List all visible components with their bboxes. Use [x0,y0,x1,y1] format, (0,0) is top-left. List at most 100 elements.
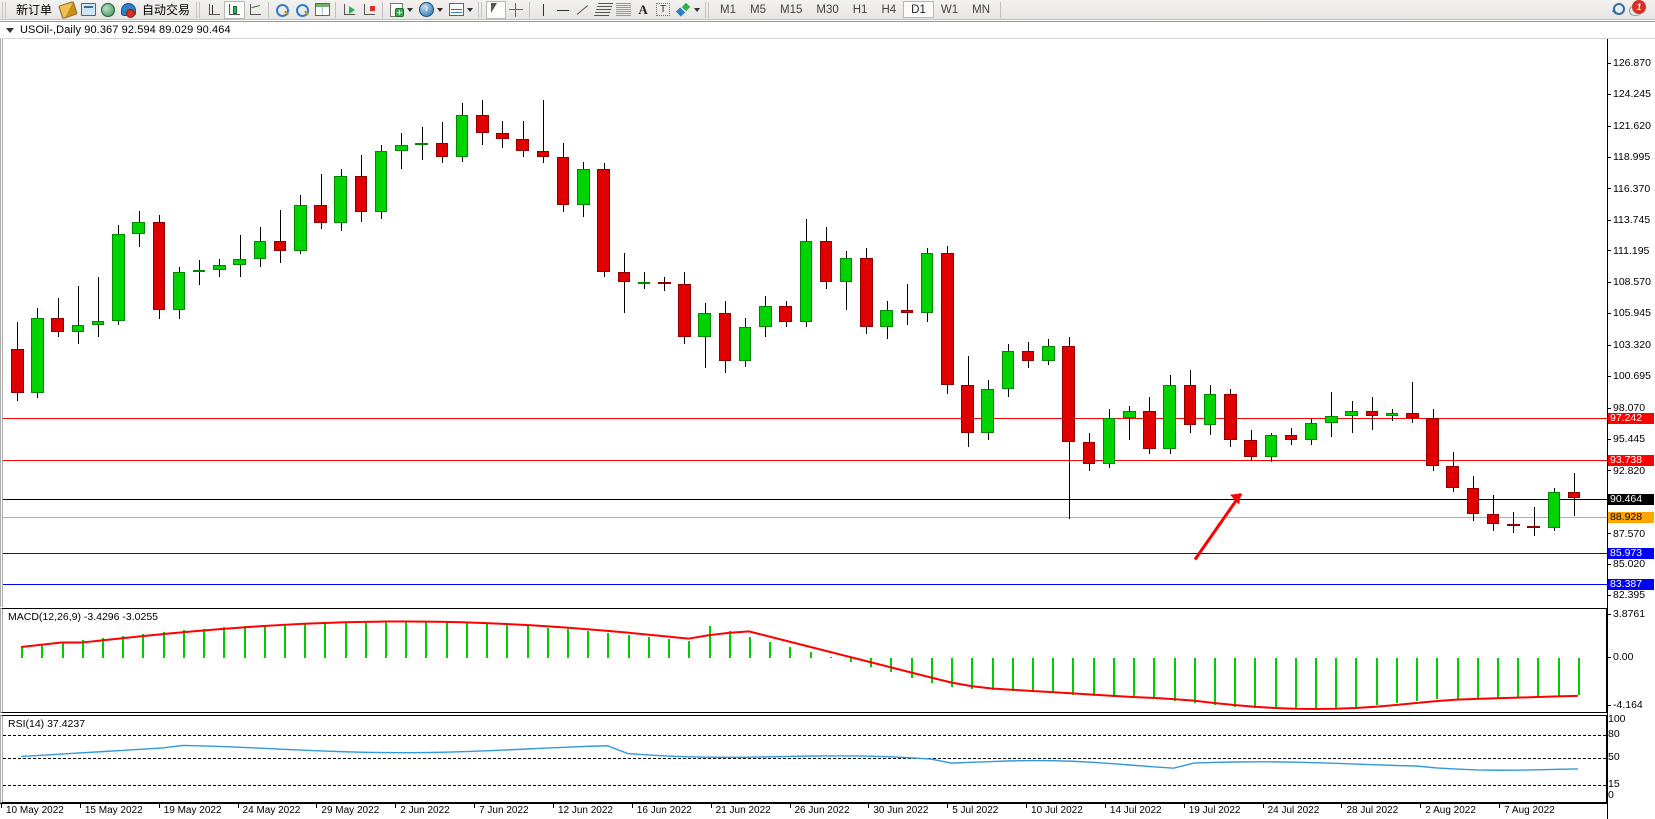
period-w1[interactable]: W1 [940,3,959,16]
new-order-button[interactable]: 新订单 [10,1,58,19]
search-button[interactable] [1607,1,1627,19]
crosshair-tool[interactable] [506,1,526,19]
current-price-line[interactable] [3,498,1607,500]
market-watch-button[interactable] [98,1,118,19]
chart-title: USOil-,Daily 90.367 92.594 89.029 90.464 [20,24,231,36]
price-axis-tick: 98.070 [1608,403,1645,413]
price-plot-area[interactable] [3,39,1607,607]
cursor-tool[interactable] [486,0,507,19]
macd-plot-area[interactable] [3,609,1606,712]
period-mn[interactable]: MN [972,3,990,16]
macd-histogram-bar [951,658,954,688]
text-tool[interactable]: A [633,1,653,19]
candle-body [637,281,651,284]
fibonacci-tool[interactable] [613,1,633,19]
auto-scroll-button[interactable] [339,1,359,19]
macd-histogram-bar [142,634,145,658]
support-line-88-label[interactable]: 88.928 [1608,512,1654,524]
vertical-line-tool[interactable] [533,1,553,19]
data-window-button[interactable] [312,1,332,19]
period-m15[interactable]: M15 [780,3,803,16]
notification-button[interactable]: 1 [1627,0,1647,19]
price-axis-tick: 113.745 [1608,215,1650,225]
toolbar-grip-2[interactable] [196,1,203,18]
candle-body [577,169,590,206]
period-m1[interactable]: M1 [720,3,737,16]
candle-body [172,272,186,311]
toolbar-grip-3[interactable] [478,1,485,18]
price-axis-tick: 124.245 [1608,89,1651,100]
time-axis[interactable]: 10 May 2022 15 May 2022 19 May 2022 24 May … [0,803,1607,819]
candle-body [1143,411,1156,450]
autotrading-button[interactable] [118,1,138,19]
rsi-plot-area[interactable] [3,716,1606,802]
time-axis-tick: 24 May 2022 [242,805,301,816]
time-axis-tick: 28 Jul 2022 [1346,805,1399,816]
search-icon [1610,2,1625,17]
resistance-line-97[interactable] [3,417,1607,419]
indicators-button[interactable] [446,1,466,19]
line-chart-button[interactable] [245,1,265,19]
period-chevron-down-icon[interactable] [437,7,444,12]
support-line-83[interactable] [3,583,1607,585]
support-line-83-label[interactable]: 83.387 [1608,578,1654,590]
candle-body [678,284,691,337]
support-line-85-label[interactable]: 85.973 [1608,547,1654,559]
rsi-pane[interactable]: RSI(14) 37.4237 [0,715,1607,803]
resistance-line-97-label[interactable]: 97.242 [1608,412,1654,424]
period-m30[interactable]: M30 [816,3,839,16]
shapes-chevron-down-icon[interactable] [694,7,701,12]
line-chart-icon [248,3,263,17]
candlestick-chart-button[interactable] [224,0,246,19]
new-chart-chevron-down-icon[interactable] [407,7,414,12]
toolbar-grip-4[interactable] [705,1,712,18]
chart-shift-button[interactable] [359,1,379,19]
time-axis-separator [1183,804,1185,808]
zoom-out-button[interactable] [292,1,312,19]
macd-histogram-bar [627,634,630,658]
chart-window: USOil-,Daily 90.367 92.594 89.029 90.464… [0,21,1655,819]
equidistant-channel-tool[interactable] [593,1,613,19]
pencil-icon [58,0,78,19]
bar-chart-button[interactable] [204,1,224,19]
rsi-axis-tick: 100 [1608,713,1626,725]
period-d1[interactable]: D1 [903,1,934,18]
period-m5[interactable]: M5 [750,3,766,16]
macd-histogram-bar [445,622,448,658]
macd-pane[interactable]: MACD(12,26,9) -3.4296 -3.0255 [0,608,1607,713]
candle-body [941,252,954,385]
candle-wick [644,272,646,289]
trendline-tool[interactable] [573,1,593,19]
macd-histogram-bar [1456,658,1459,699]
new-chart-button[interactable] [386,1,406,19]
autotrading-label[interactable]: 自动交易 [142,3,191,17]
candle-body [496,133,509,140]
terminal-window-button[interactable] [78,1,98,19]
candle-body [476,115,489,134]
period-h4[interactable]: H4 [881,3,897,16]
candle-body [1304,422,1318,440]
time-axis-tick: 30 Jun 2022 [873,805,929,816]
current-price-line-label[interactable]: 90.464 [1608,493,1654,505]
candle-wick [199,260,201,286]
pencil-icon-button[interactable] [58,0,78,19]
label-tool[interactable]: T [653,1,673,19]
support-line-88[interactable] [3,517,1607,519]
toolbar-grip[interactable] [2,1,8,18]
indicators-chevron-down-icon[interactable] [467,7,474,12]
macd-histogram-bar [1173,658,1176,701]
candle-body [759,305,772,328]
support-line-85[interactable] [3,552,1607,554]
period-button[interactable] [416,1,436,19]
candle-body [91,321,105,325]
price-axis[interactable]: 126.870 124.245 121.620 118.995 116.370 113.7… [1607,39,1655,819]
period-h1[interactable]: H1 [852,3,868,16]
resistance-line-93-label[interactable]: 93.738 [1608,454,1654,466]
price-pane[interactable] [0,39,1607,607]
horizontal-line-tool[interactable] [553,1,573,19]
chart-menu-chevron-down-icon[interactable] [6,27,14,33]
zoom-in-button[interactable] [272,1,292,19]
rsi-axis-tick: 80 [1608,728,1620,741]
shapes-tool[interactable] [673,1,693,19]
resistance-line-93[interactable] [3,459,1607,461]
